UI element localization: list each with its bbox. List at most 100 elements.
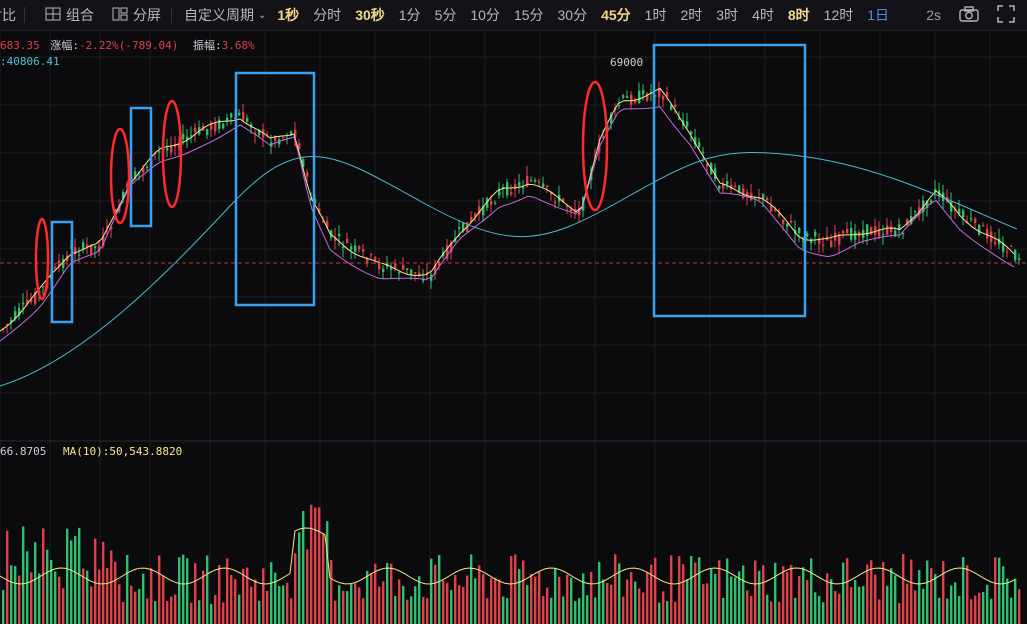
candlestick-chart[interactable] xyxy=(0,31,1027,624)
period-option[interactable]: 分时 xyxy=(313,7,342,23)
volume-bar xyxy=(522,560,525,624)
volume-bar xyxy=(134,591,137,624)
candle-body xyxy=(982,225,985,227)
candle-body xyxy=(674,104,677,107)
volume-bar xyxy=(542,596,545,624)
candle-body xyxy=(894,230,897,237)
volume-bar xyxy=(718,560,721,624)
period-option[interactable]: 10分 xyxy=(470,7,500,23)
period-option[interactable]: 30秒 xyxy=(355,7,385,23)
volume-bar xyxy=(126,554,129,624)
candle-body xyxy=(870,227,873,235)
volume-bar xyxy=(398,579,401,624)
volume-bar xyxy=(882,562,885,624)
custom-period-label: 自定义周期 xyxy=(184,7,254,23)
volume-ma-line xyxy=(0,527,1016,585)
candle-body xyxy=(310,197,313,201)
candle-body xyxy=(830,240,833,247)
period-option[interactable]: 1秒 xyxy=(277,7,300,23)
volume-bar xyxy=(90,586,93,624)
candle-body xyxy=(554,201,557,204)
period-option[interactable]: 45分 xyxy=(601,7,631,23)
volume-bar xyxy=(370,573,373,624)
candle-body xyxy=(406,268,409,270)
volume-bar xyxy=(874,574,877,624)
candle-body xyxy=(322,221,325,223)
period-option[interactable]: 1日 xyxy=(867,7,890,23)
volume-bar xyxy=(906,583,909,624)
volume-bar xyxy=(202,570,205,624)
period-option[interactable]: 4时 xyxy=(752,7,774,23)
split-button[interactable]: 分屏 xyxy=(112,0,161,30)
period-option[interactable]: 30分 xyxy=(557,7,588,23)
volume-bar xyxy=(630,572,633,624)
volume-bar xyxy=(810,558,813,624)
volume-bar xyxy=(326,521,329,624)
candle-body xyxy=(390,267,393,270)
candle-body xyxy=(778,213,781,217)
volume-bar xyxy=(442,580,445,624)
volume-bar xyxy=(898,602,901,624)
annotation-box xyxy=(652,43,807,318)
candle-body xyxy=(842,230,845,234)
candle-body xyxy=(102,236,105,246)
volume-bar xyxy=(46,549,49,624)
candle-body xyxy=(470,217,473,222)
period-option[interactable]: 1分 xyxy=(398,7,421,23)
volume-bar xyxy=(762,565,765,624)
volume-bar xyxy=(438,555,441,624)
candle-body xyxy=(482,206,485,216)
volume-bar xyxy=(206,555,209,624)
volume-bar xyxy=(70,540,73,624)
volume-bar xyxy=(962,557,965,624)
candle-body xyxy=(734,185,737,187)
candle-body xyxy=(718,185,721,189)
volume-bar xyxy=(262,568,265,624)
volume-bar xyxy=(66,528,69,624)
volume-bar xyxy=(782,566,785,624)
period-option[interactable]: 2时 xyxy=(680,7,703,23)
period-option[interactable]: 1时 xyxy=(644,7,667,23)
fullscreen-icon[interactable] xyxy=(997,4,1015,26)
volume-value: 66.8705 xyxy=(0,445,47,458)
volume-bar xyxy=(634,581,637,624)
candle-body xyxy=(958,208,961,215)
candle-body xyxy=(30,299,33,302)
volume-bar xyxy=(54,571,57,624)
combo-button[interactable]: 组合 xyxy=(45,0,94,30)
candle-body xyxy=(926,200,929,209)
refresh-interval[interactable]: 2s xyxy=(926,7,941,23)
period-option[interactable]: 15分 xyxy=(513,7,544,23)
volume-bar xyxy=(58,576,61,624)
volume-bar xyxy=(494,577,497,624)
volume-bar xyxy=(538,571,541,624)
custom-period-dropdown[interactable]: 自定义周期 ⌄ xyxy=(184,0,266,30)
volume-bar xyxy=(554,568,557,624)
candle-body xyxy=(254,133,257,135)
period-option[interactable]: 5分 xyxy=(434,7,457,23)
candle-body xyxy=(6,324,9,326)
camera-icon[interactable] xyxy=(959,5,979,25)
volume-bar xyxy=(586,595,589,624)
candle-body xyxy=(146,166,149,169)
volume-bar xyxy=(282,585,285,624)
period-option[interactable]: 8时 xyxy=(787,7,810,23)
candle-body xyxy=(518,182,521,186)
annotation-ellipse xyxy=(581,80,609,212)
compare-button[interactable]: 对比 xyxy=(0,0,16,30)
annotation-ellipse xyxy=(34,217,50,301)
candle-body xyxy=(474,213,477,217)
volume-bar xyxy=(766,594,769,624)
period-option[interactable]: 12时 xyxy=(823,7,854,23)
volume-bar xyxy=(646,572,649,624)
period-option[interactable]: 3时 xyxy=(716,7,739,23)
volume-bar xyxy=(910,559,913,624)
candle-body xyxy=(42,286,45,288)
candle-body xyxy=(414,272,417,274)
volume-bar xyxy=(294,553,297,624)
candle-body xyxy=(898,224,901,230)
candle-body xyxy=(822,244,825,246)
volume-bar xyxy=(158,555,161,624)
candle-body xyxy=(802,240,805,242)
candle-body xyxy=(122,192,125,199)
